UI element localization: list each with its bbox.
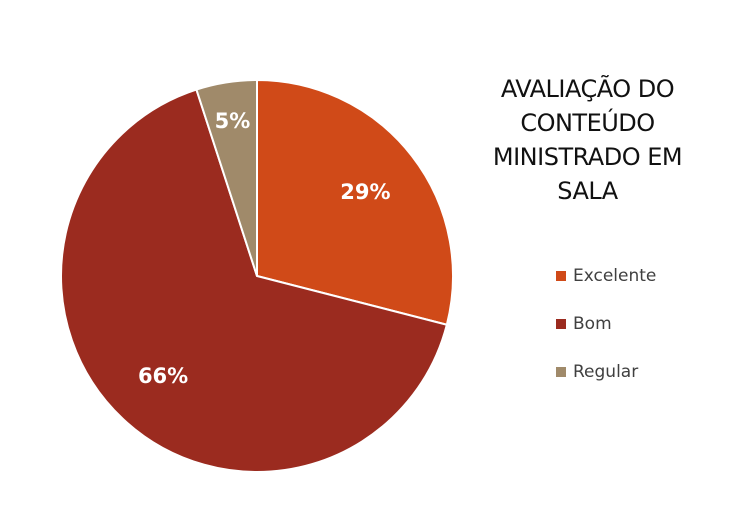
chart-title-line-1: AVALIAÇÃO DO xyxy=(500,75,675,103)
pie-slices xyxy=(60,78,454,473)
chart-title-line-3: MINISTRADO EM xyxy=(492,143,683,171)
data-label-excelente: 29% xyxy=(340,180,390,204)
pie-slice-regular xyxy=(195,78,258,277)
legend-label-excelente: Excelente xyxy=(573,266,657,286)
legend-swatch-bom xyxy=(556,319,566,329)
chart-title-line-4: SALA xyxy=(557,177,618,205)
chart-title-line-2: CONTEÚDO xyxy=(520,109,655,137)
legend-swatch-excelente xyxy=(556,271,566,281)
pie-slice-excelente xyxy=(256,78,454,326)
pie-labels: 29% 66% 5% xyxy=(138,109,391,388)
legend-label-regular: Regular xyxy=(573,362,639,382)
chart-title: AVALIAÇÃO DO CONTEÚDO MINISTRADO EM SALA xyxy=(470,72,705,208)
legend-item-excelente: Excelente xyxy=(556,264,656,288)
legend-swatch-regular xyxy=(556,367,566,377)
data-label-regular: 5% xyxy=(215,109,251,133)
pie-slice-bom xyxy=(60,88,449,473)
legend-label-bom: Bom xyxy=(573,314,612,334)
legend-item-bom: Bom xyxy=(556,312,656,336)
legend-item-regular: Regular xyxy=(556,360,656,384)
chart-legend: Excelente Bom Regular xyxy=(556,264,656,408)
data-label-bom: 66% xyxy=(138,364,188,388)
